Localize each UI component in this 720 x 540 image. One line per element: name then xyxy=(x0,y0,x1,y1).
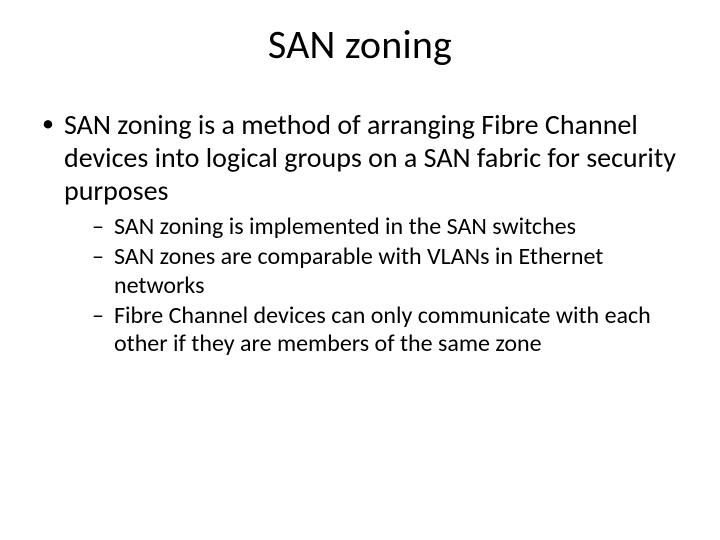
slide-title: SAN zoning xyxy=(0,20,720,69)
sub-bullet-item: Fibre Channel devices can only communica… xyxy=(64,302,684,359)
slide: SAN zoning SAN zoning is a method of arr… xyxy=(0,0,720,540)
sub-bullet-item: SAN zones are comparable with VLANs in E… xyxy=(64,243,684,300)
bullet-text: SAN zoning is a method of arranging Fibr… xyxy=(64,107,676,208)
sub-bullet-text: SAN zones are comparable with VLANs in E… xyxy=(114,242,603,299)
sub-bullet-item: SAN zoning is implemented in the SAN swi… xyxy=(64,213,684,241)
bullet-list: SAN zoning is a method of arranging Fibr… xyxy=(36,108,684,359)
bullet-item: SAN zoning is a method of arranging Fibr… xyxy=(36,108,684,359)
sub-bullet-list: SAN zoning is implemented in the SAN swi… xyxy=(64,213,684,359)
sub-bullet-text: SAN zoning is implemented in the SAN swi… xyxy=(114,212,576,241)
slide-body: SAN zoning is a method of arranging Fibr… xyxy=(36,108,684,365)
sub-bullet-text: Fibre Channel devices can only communica… xyxy=(114,301,651,358)
